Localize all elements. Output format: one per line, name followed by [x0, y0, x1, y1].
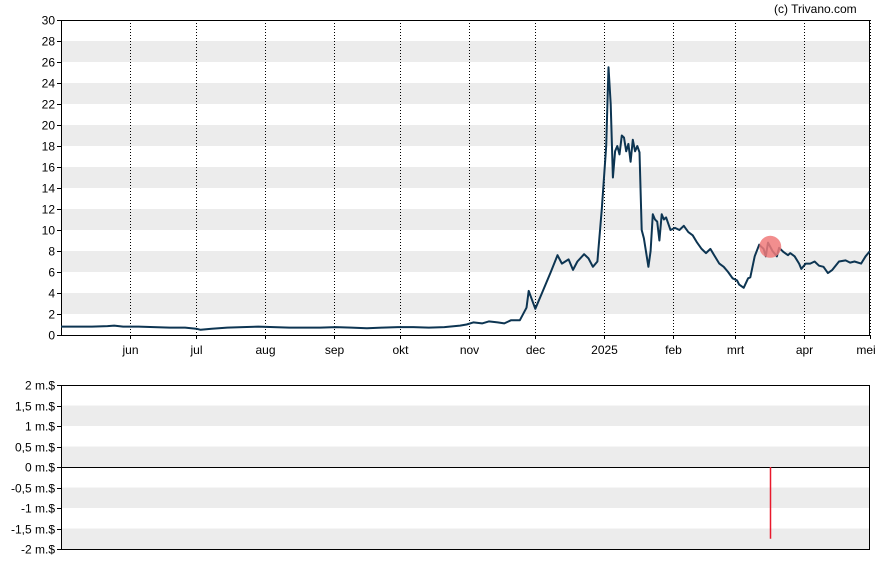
x-tick-label: feb: [665, 343, 682, 357]
y-tick-label: -0,5 m.$: [11, 482, 55, 496]
x-tick-label: apr: [796, 343, 813, 357]
y-tick-label: 30: [42, 14, 56, 28]
grid-band: [61, 405, 870, 426]
x-tick-label: jul: [189, 343, 202, 357]
axis-ticks: jun jul aug sep okt nov dec 2025 feb mrt apr mei024…: [11, 14, 876, 557]
y-tick-label: -1,5 m.$: [11, 523, 55, 537]
y-tick-label: 22: [42, 98, 56, 112]
x-tick-label: jun: [121, 343, 138, 357]
y-tick-label: -2 m.$: [21, 543, 55, 557]
grid-band: [61, 125, 870, 146]
y-tick-label: 8: [48, 245, 55, 259]
grid-band: [61, 167, 870, 188]
grid-bands: [61, 41, 870, 549]
grid-band: [61, 528, 870, 549]
x-tick-label: mrt: [727, 343, 745, 357]
y-tick-label: 1 m.$: [25, 420, 55, 434]
y-tick-label: 26: [42, 56, 56, 70]
x-tick-label: 2025: [591, 343, 618, 357]
grid-band: [61, 41, 870, 62]
y-tick-label: 28: [42, 35, 56, 49]
y-tick-label: 2: [48, 308, 55, 322]
y-tick-label: 16: [42, 161, 56, 175]
grid-band: [61, 83, 870, 104]
grid-band: [61, 251, 870, 272]
grid-band: [61, 446, 870, 467]
x-tick-label: okt: [392, 343, 409, 357]
y-tick-label: 0,5 m.$: [15, 441, 55, 455]
price-line: [61, 66, 871, 331]
y-tick-label: 1,5 m.$: [15, 400, 55, 414]
y-tick-label: 0: [48, 329, 55, 343]
y-tick-label: 4: [48, 287, 55, 301]
y-tick-label: 24: [42, 77, 56, 91]
grid-band: [61, 209, 870, 230]
y-tick-label: 10: [42, 224, 56, 238]
y-tick-label: 14: [42, 182, 56, 196]
x-tick-label: mei: [856, 343, 875, 357]
y-tick-label: 2 m.$: [25, 379, 55, 393]
y-tick-label: 0 m.$: [25, 461, 55, 475]
price-panel-frame: [61, 20, 870, 336]
x-tick-label: dec: [526, 343, 545, 357]
plot-frames: [61, 20, 870, 550]
y-tick-label: 6: [48, 266, 55, 280]
price-series: [61, 66, 871, 331]
copyright-credit: (c) Trivano.com: [774, 2, 857, 16]
grid-band: [61, 487, 870, 508]
highlight-marker: [759, 235, 782, 258]
y-tick-label: 12: [42, 203, 56, 217]
x-tick-label: aug: [255, 343, 275, 357]
markers: [759, 235, 782, 539]
grid-band: [61, 293, 870, 314]
y-tick-label: 20: [42, 119, 56, 133]
x-tick-label: sep: [325, 343, 345, 357]
y-tick-label: 18: [42, 140, 56, 154]
x-tick-label: nov: [460, 343, 479, 357]
y-tick-label: -1 m.$: [21, 502, 55, 516]
